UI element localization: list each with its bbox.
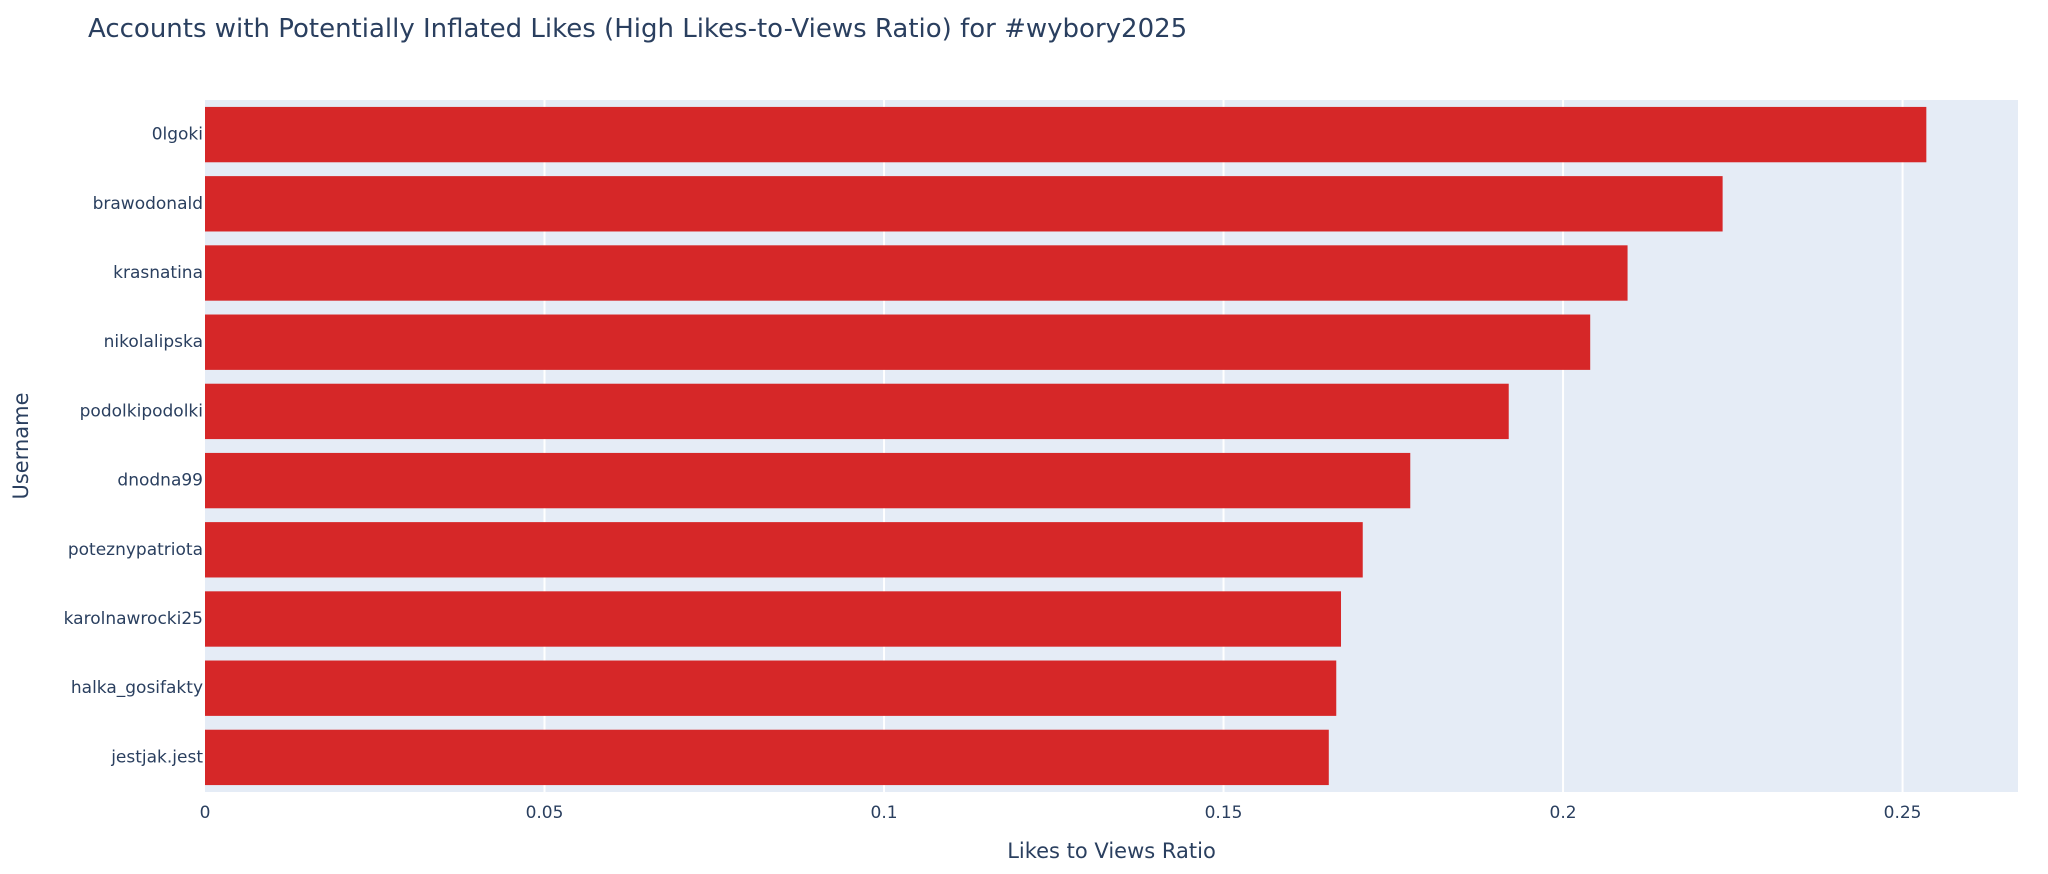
y-axis-title: Username [9,392,33,499]
chart-title: Accounts with Potentially Inflated Likes… [88,14,1188,44]
y-tick-label: dnodna99 [117,471,203,491]
y-tick-label: podolkipodolki [80,401,203,421]
x-tick-label: 0.05 [526,803,564,823]
y-tick-label: nikolalipska [104,332,203,352]
bar[interactable] [205,383,1509,440]
bar[interactable] [205,314,1591,370]
bar[interactable] [205,591,1342,647]
bar[interactable] [205,660,1337,716]
y-tick-label: brawodonald [93,194,203,214]
y-tick-label: karolnawrocki25 [64,609,203,629]
x-tick-label: 0.1 [871,803,898,823]
bar[interactable] [205,245,1628,301]
x-tick-label: 0 [200,803,211,823]
x-axis-title: Likes to Views Ratio [1007,839,1216,863]
bar[interactable] [205,729,1329,786]
y-tick-label: krasnatina [113,263,203,283]
x-tick-label: 0.25 [1884,803,1922,823]
x-tick-label: 0.15 [1205,803,1243,823]
bar[interactable] [205,522,1363,578]
y-tick-label: 0lgoki [152,125,203,145]
y-tick-label: poteznypatriota [68,540,203,560]
y-tick-label: halka_gosifakty [71,678,203,698]
bar[interactable] [205,452,1411,509]
x-tick-label: 0.2 [1550,803,1577,823]
bar[interactable] [205,176,1723,232]
y-tick-label: jestjak.jest [110,747,203,767]
bar[interactable] [205,106,1927,163]
